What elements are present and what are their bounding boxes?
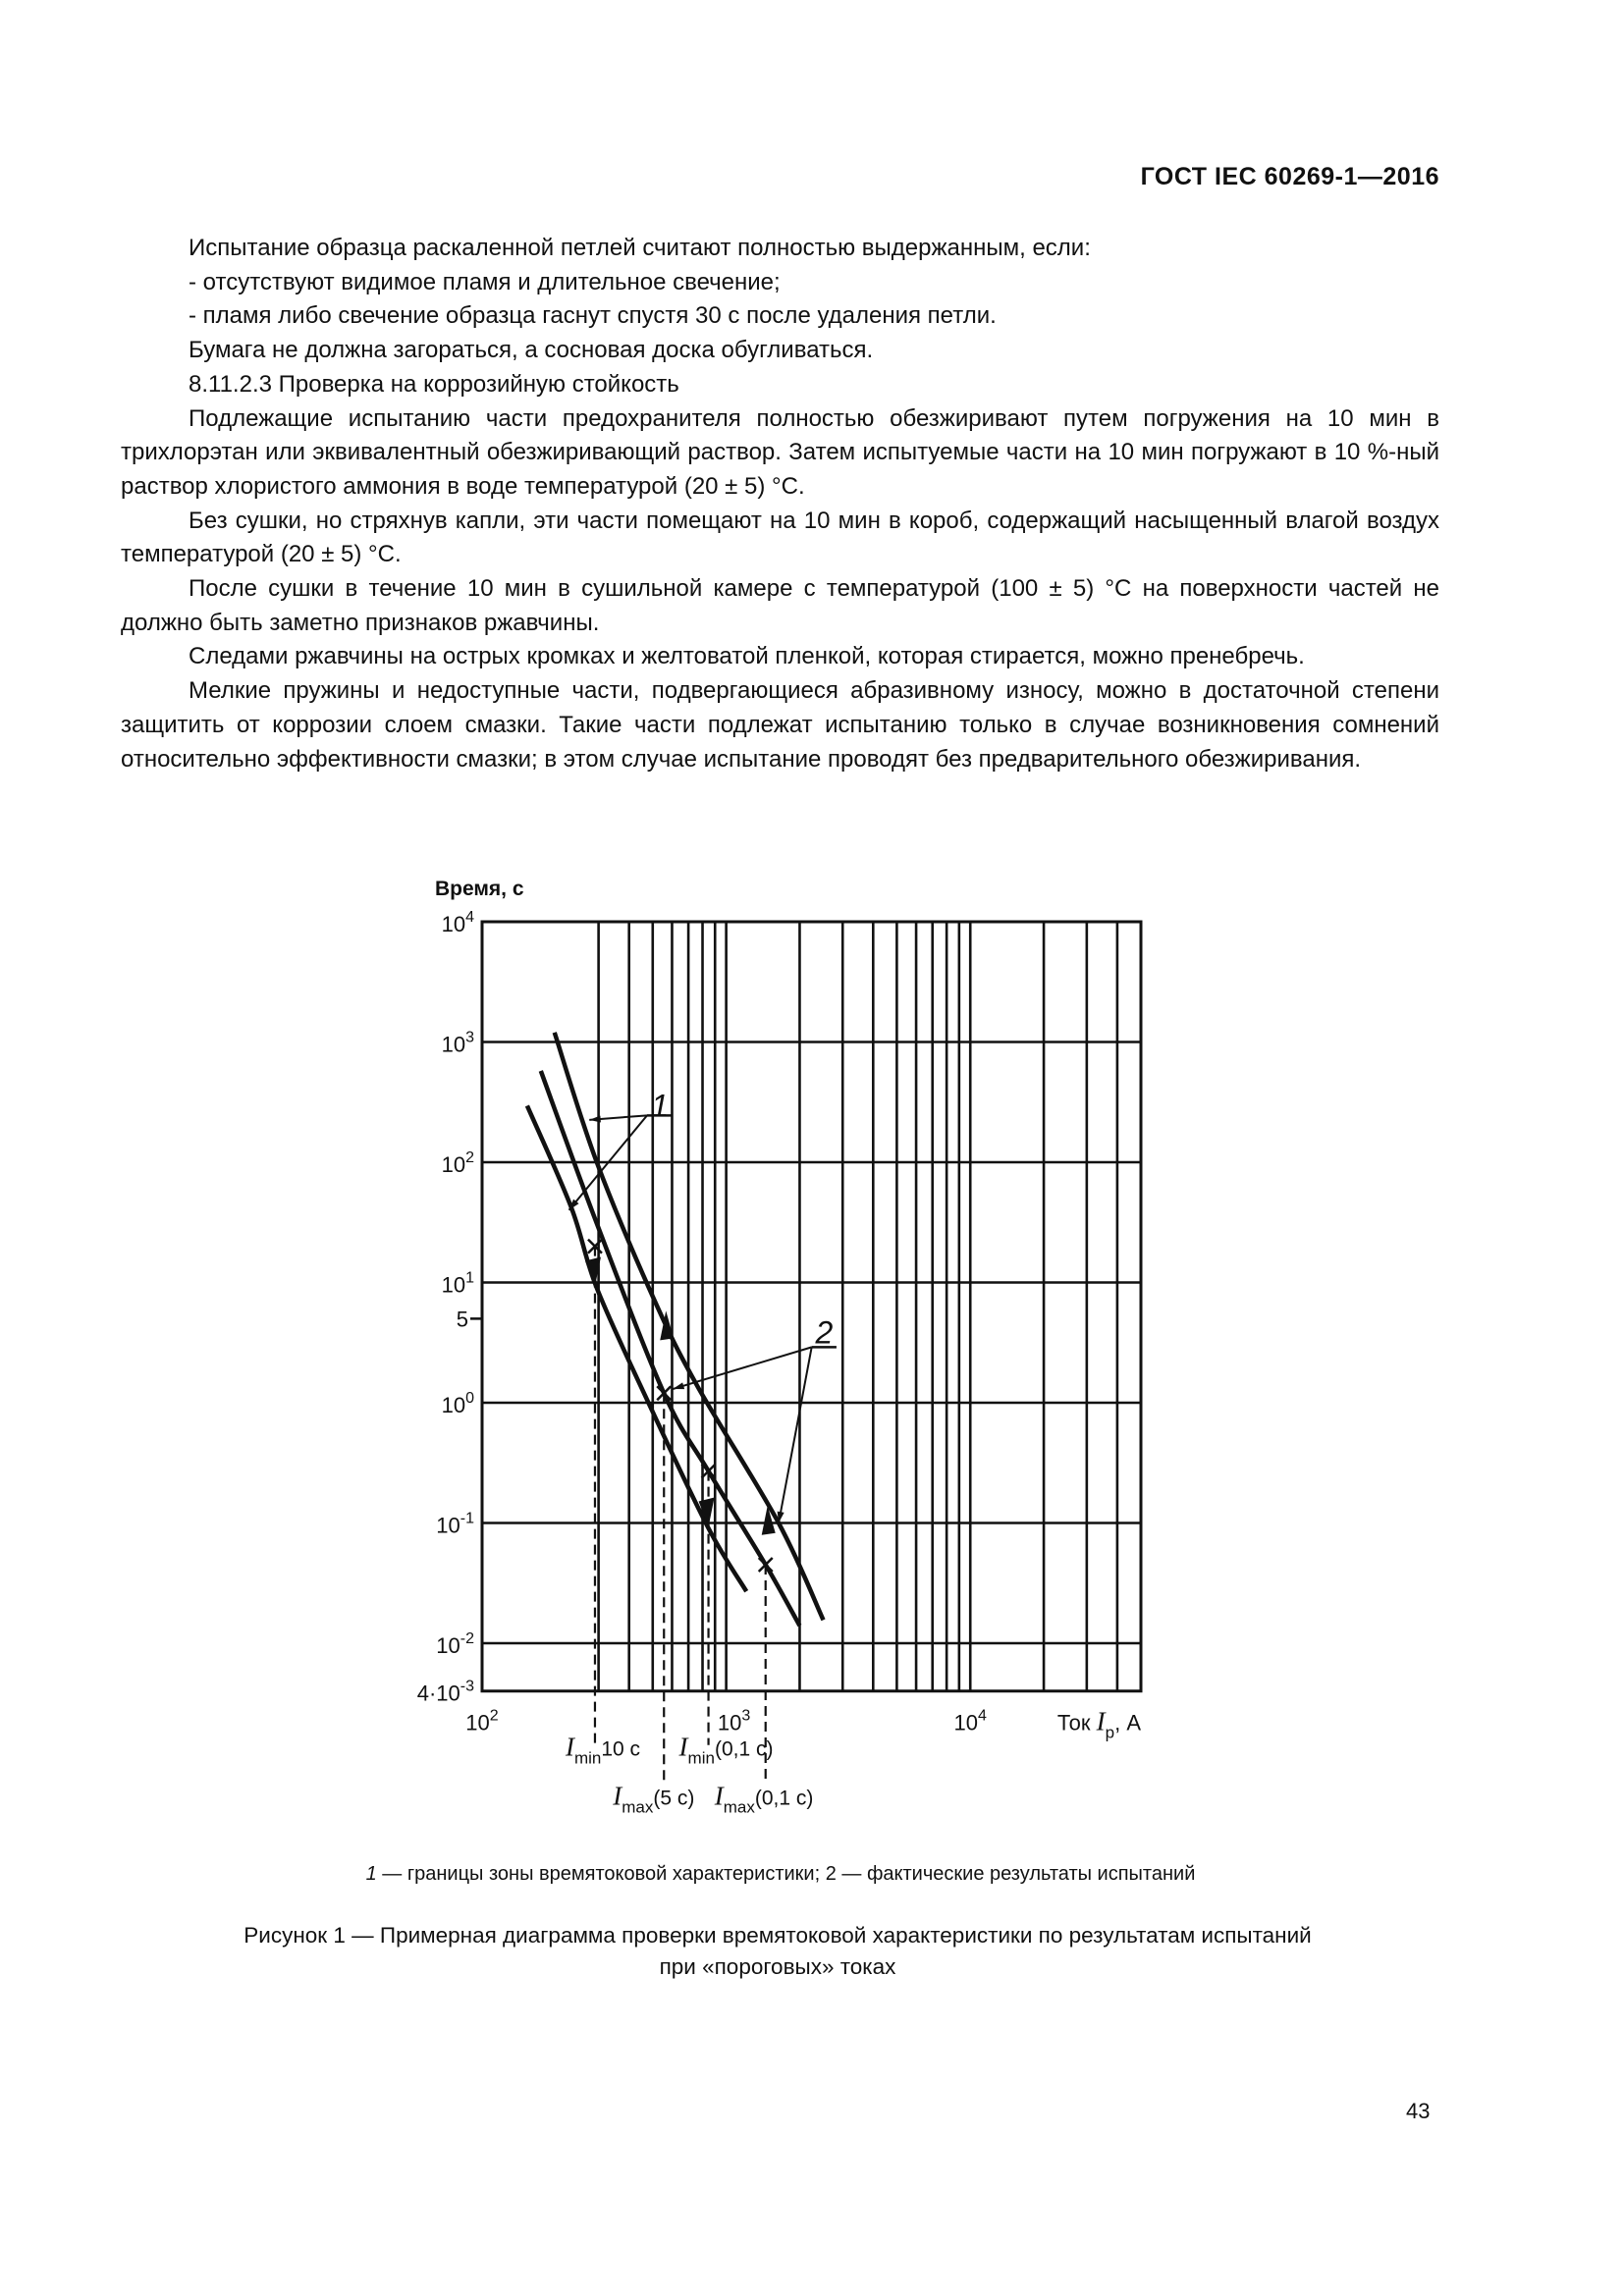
- y-tick-label: 104: [442, 909, 474, 936]
- callout-arrowhead-icon: [777, 1511, 784, 1523]
- legend-text-2: — фактические результаты испытаний: [836, 1863, 1196, 1885]
- callout-arrowhead-icon: [673, 1382, 685, 1390]
- callout-label-1: 1: [651, 1089, 669, 1124]
- test-point-cross: [587, 1238, 603, 1255]
- list-item: - пламя либо свечение образца гаснут спу…: [189, 302, 997, 330]
- arrow-up-icon: [761, 1505, 776, 1535]
- time-current-chart: Время, с104103102101510010-110-24·10-310…: [417, 878, 1143, 1817]
- test-point-cross: [757, 1557, 774, 1573]
- legend-key-2: 2: [825, 1863, 837, 1885]
- x-axis-label: Ток Ip, А: [1057, 1707, 1141, 1742]
- document-code-header: ГОСТ IEC 60269-1—2016: [1140, 163, 1439, 190]
- paragraph: Испытание образца раскаленной петлей счи…: [189, 235, 1091, 261]
- y-tick-label: 101: [442, 1270, 474, 1298]
- list-item: - отсутствуют видимое пламя и длительное…: [189, 268, 781, 295]
- callout-leader: [568, 1114, 648, 1211]
- callout-leader: [778, 1347, 813, 1523]
- paragraph: Следами ржавчины на острых кромках и жел…: [189, 643, 1305, 670]
- x-tick-label: 104: [954, 1708, 987, 1735]
- paragraph: После сушки в течение 10 мин в сушильной…: [121, 575, 1439, 636]
- test-point-cross: [656, 1385, 673, 1402]
- curve-boundary-upper: [552, 1032, 826, 1622]
- plot-frame: [480, 920, 1143, 1693]
- caption-line-1: Рисунок 1 — Примерная диаграмма проверки…: [243, 1923, 1312, 1948]
- figure-caption: Рисунок 1 — Примерная диаграмма проверки…: [0, 1920, 1555, 1983]
- current-marker-label: Imin(0,1 с): [678, 1733, 774, 1768]
- paragraph: Подлежащие испытанию части предохранител…: [121, 404, 1439, 500]
- y-tick-label: 100: [442, 1390, 474, 1417]
- current-marker-label: Imax(5 с): [612, 1782, 694, 1817]
- current-marker-label: Imax(0,1 с): [714, 1782, 814, 1817]
- y-axis-label: Время, с: [435, 878, 524, 900]
- callout-arrowhead-icon: [589, 1115, 601, 1123]
- arrow-up-icon: [660, 1310, 675, 1341]
- callout-arrowhead-icon: [568, 1199, 579, 1210]
- current-marker-label: Imin10 с: [565, 1733, 640, 1768]
- arrow-down-icon: [584, 1256, 601, 1287]
- curve-boundary-lower: [524, 1104, 749, 1593]
- y-tick-label: 4·10-3: [417, 1679, 474, 1706]
- paragraph: Без сушки, но стряхнув капли, эти части …: [121, 507, 1439, 568]
- callout-leader: [672, 1346, 812, 1390]
- section-heading: 8.11.2.3 Проверка на коррозийную стойкос…: [189, 370, 679, 398]
- body-text: Испытание образца раскаленной петлей счи…: [121, 232, 1439, 776]
- y-tick-label: 103: [442, 1030, 474, 1057]
- callout-label-2: 2: [815, 1315, 834, 1351]
- curve-test-results: [538, 1070, 802, 1628]
- y-tick-label: 10-2: [436, 1630, 474, 1658]
- y-tick-label: 10-1: [436, 1511, 474, 1538]
- y-tick-label: 102: [442, 1149, 474, 1177]
- x-tick-label: 102: [465, 1708, 498, 1735]
- page-number: 43: [1406, 2099, 1431, 2123]
- legend-key-1: 1: [365, 1863, 377, 1885]
- figure-legend: 1 — границы зоны времятоковой характерис…: [0, 1863, 1561, 1886]
- y-tick-label: 5: [457, 1307, 468, 1331]
- legend-text-1: — границы зоны времятоковой характеристи…: [376, 1863, 826, 1885]
- test-point-cross: [700, 1463, 717, 1479]
- paragraph: Бумага не должна загораться, а сосновая …: [189, 337, 874, 364]
- caption-line-2: при «пороговых» токах: [659, 1954, 896, 1979]
- x-tick-label: 103: [718, 1708, 750, 1735]
- paragraph: Мелкие пружины и недоступные части, подв…: [121, 677, 1439, 773]
- arrow-down-icon: [698, 1497, 715, 1527]
